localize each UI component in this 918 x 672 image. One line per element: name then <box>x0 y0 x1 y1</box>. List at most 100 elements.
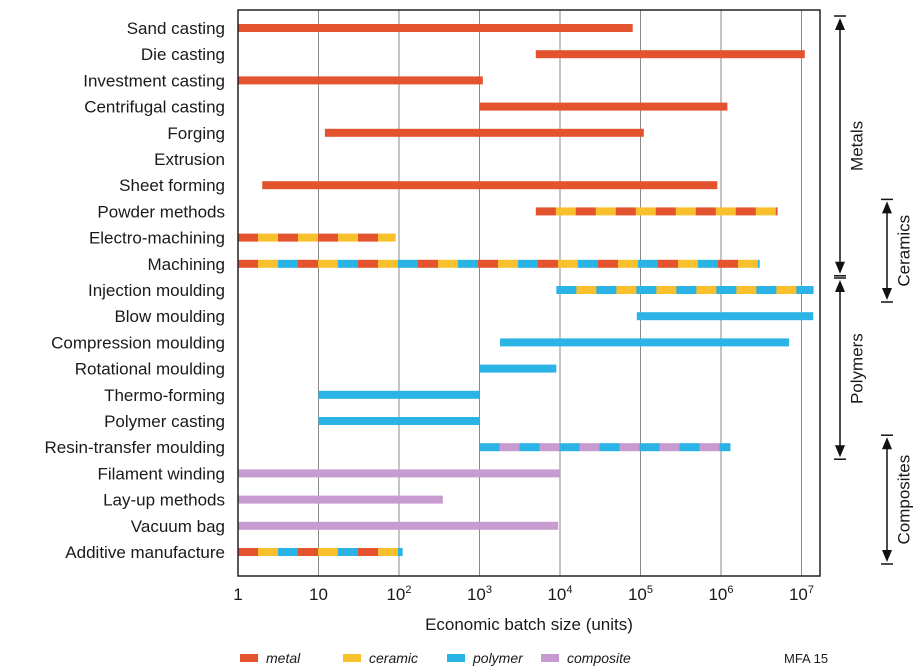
category-label: Electro-machining <box>89 229 225 248</box>
bar-segment <box>658 259 679 268</box>
bar-segment <box>695 207 717 216</box>
category-labels: Sand casting Die casting Investment castin… <box>45 19 225 562</box>
bar-segment <box>298 548 319 556</box>
x-tick-label: 102 <box>386 584 411 604</box>
bar-segment <box>238 548 259 556</box>
category-label: Rotational moulding <box>75 360 225 379</box>
category-label: Polymer casting <box>104 412 225 431</box>
bar-segment <box>558 259 579 268</box>
bar-segment <box>575 207 597 216</box>
bar-segment <box>578 259 599 268</box>
bar-segment <box>398 548 403 556</box>
bar <box>238 495 443 504</box>
bar-segment <box>698 259 719 268</box>
bar-segment <box>398 259 419 268</box>
bar-segment <box>719 443 731 452</box>
legend-label: composite <box>567 650 631 666</box>
bar <box>262 181 718 190</box>
bar-segment <box>238 495 443 504</box>
bar-segment <box>278 233 299 242</box>
category-label: Additive manufacture <box>65 543 225 562</box>
bar-segment <box>796 286 814 294</box>
bar-segment <box>318 390 480 399</box>
bar-segment <box>378 259 399 268</box>
category-label: Filament winding <box>97 464 225 483</box>
bar-segment <box>338 259 359 268</box>
bar-segment <box>358 548 379 556</box>
category-label: Resin-transfer moulding <box>45 438 225 457</box>
bar-segment <box>738 259 759 268</box>
bar-segment <box>579 443 600 452</box>
bar-segment <box>776 286 797 294</box>
legend-item: polymer <box>447 650 524 666</box>
bar-segment <box>595 207 617 216</box>
x-tick-label: 1 <box>233 585 242 604</box>
legend-swatch <box>343 654 361 662</box>
bar-segment <box>636 286 657 294</box>
bar-segment <box>478 259 499 268</box>
bar-segment <box>338 233 359 242</box>
group-bracket: Polymers <box>834 277 866 460</box>
category-label: Compression moulding <box>51 333 225 352</box>
category-label: Investment casting <box>83 71 225 90</box>
bar-segment <box>338 548 359 556</box>
bar <box>500 338 790 347</box>
legend-item: composite <box>541 650 631 666</box>
group-label: Polymers <box>847 333 866 404</box>
legend-swatch <box>240 654 258 662</box>
bar-segment <box>258 259 279 268</box>
group-label: Ceramics <box>894 215 913 287</box>
plot-frame <box>237 9 821 577</box>
bar-segment <box>378 548 399 556</box>
x-tick-label: 107 <box>789 584 814 604</box>
bar <box>479 364 557 373</box>
bar-segment <box>599 443 620 452</box>
bar-segment <box>696 286 717 294</box>
bar-segment <box>635 207 657 216</box>
bar-segment <box>596 286 617 294</box>
bar-segment <box>535 50 805 59</box>
category-label: Centrifugal casting <box>84 98 225 117</box>
category-label: Blow moulding <box>114 307 225 326</box>
bar <box>238 548 403 556</box>
bar-segment <box>636 312 814 321</box>
x-tick-labels: 1 10 102 103 104 105 106 107 <box>233 584 814 604</box>
bar-segment <box>479 364 557 373</box>
bar-segment <box>358 259 379 268</box>
bar-segment <box>756 286 777 294</box>
legend-label: ceramic <box>369 650 418 666</box>
bar-segment <box>655 207 677 216</box>
bar-segment <box>324 128 644 137</box>
bar-segment <box>679 443 700 452</box>
bar-segment <box>378 233 396 242</box>
bar <box>479 102 728 111</box>
legend-item: metal <box>240 650 301 666</box>
bar-segment <box>716 286 737 294</box>
bar-segment <box>676 286 697 294</box>
bar <box>238 521 559 530</box>
bar-segment <box>418 259 439 268</box>
bar-segment <box>262 181 718 190</box>
group-bracket: Ceramics <box>881 198 913 303</box>
bar-segment <box>619 443 640 452</box>
bar-segment <box>238 259 259 268</box>
bar-segment <box>556 286 577 294</box>
bar-segment <box>238 469 560 478</box>
category-label: Injection moulding <box>88 281 225 300</box>
legend-item: ceramic <box>343 650 418 666</box>
bar-segment <box>758 259 760 268</box>
bars <box>238 24 814 556</box>
category-label: Vacuum bag <box>131 517 225 536</box>
bar <box>238 76 483 85</box>
material-group-brackets: Metals Ceramics Polymers Composites <box>834 15 913 565</box>
bar-segment <box>258 548 279 556</box>
bar-segment <box>298 233 319 242</box>
x-axis-title: Economic batch size (units) <box>425 615 633 634</box>
category-label: Sand casting <box>127 19 225 38</box>
bar-segment <box>318 548 339 556</box>
bar <box>535 50 805 59</box>
x-tick-label: 10 <box>309 585 328 604</box>
source-label: MFA 15 <box>784 651 828 666</box>
bar-segment <box>615 207 637 216</box>
bar-segment <box>278 259 299 268</box>
